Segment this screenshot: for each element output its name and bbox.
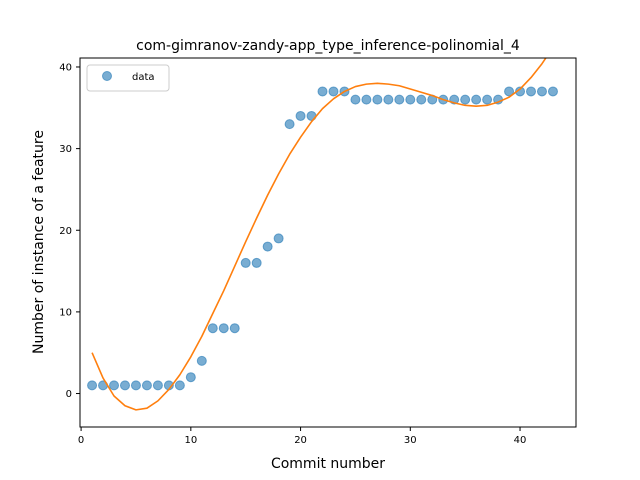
y-tick-label: 30	[59, 144, 72, 155]
data-point	[471, 94, 482, 105]
data-point	[152, 380, 163, 391]
y-tick-label: 0	[66, 389, 72, 400]
legend-label-data: data	[132, 72, 155, 83]
data-point	[229, 323, 240, 334]
data-point	[536, 86, 547, 97]
x-tick-label: 30	[404, 435, 417, 446]
data-point	[87, 380, 98, 391]
data-point	[130, 380, 141, 391]
x-tick-label: 0	[78, 435, 84, 446]
data-point	[295, 110, 306, 121]
x-tick-label: 20	[294, 435, 307, 446]
data-point	[547, 86, 558, 97]
x-axis: 0 10 20 30 40	[78, 427, 526, 446]
data-point	[262, 241, 273, 252]
chart-title: com-gimranov-zandy-app_type_inference-po…	[136, 38, 520, 54]
fit-line	[91, 58, 547, 411]
data-point	[416, 94, 427, 105]
data-point	[109, 380, 120, 391]
data-point	[141, 380, 152, 391]
data-point	[119, 380, 130, 391]
data-point	[284, 119, 295, 130]
data-point	[372, 94, 383, 105]
data-point	[218, 323, 229, 334]
data-point	[405, 94, 416, 105]
data-point	[383, 94, 394, 105]
data-point	[174, 380, 185, 391]
data-point	[482, 94, 493, 105]
plot-area	[87, 58, 558, 411]
legend: data	[86, 64, 170, 92]
data-point	[207, 323, 218, 334]
data-point	[350, 94, 361, 105]
x-axis-label: Commit number	[271, 456, 385, 472]
data-point	[196, 355, 207, 366]
y-axis-label: Number of instance of a feature	[31, 130, 47, 354]
data-point	[328, 86, 339, 97]
data-point	[504, 86, 515, 97]
data-point	[460, 94, 471, 105]
y-tick-label: 10	[59, 307, 72, 318]
data-point	[526, 86, 537, 97]
x-tick-label: 40	[514, 435, 527, 446]
data-point	[361, 94, 372, 105]
y-axis: 0 10 20 30 40	[59, 62, 80, 400]
data-point	[317, 86, 328, 97]
x-tick-label: 10	[184, 435, 197, 446]
data-point	[240, 257, 251, 268]
data-point	[251, 257, 262, 268]
y-tick-label: 40	[59, 62, 72, 73]
data-point	[185, 372, 196, 383]
data-point	[394, 94, 405, 105]
axes-frame	[79, 57, 577, 428]
legend-box	[86, 64, 170, 92]
legend-marker-data	[102, 71, 112, 81]
y-tick-label: 20	[59, 226, 72, 237]
data-point	[273, 233, 284, 244]
